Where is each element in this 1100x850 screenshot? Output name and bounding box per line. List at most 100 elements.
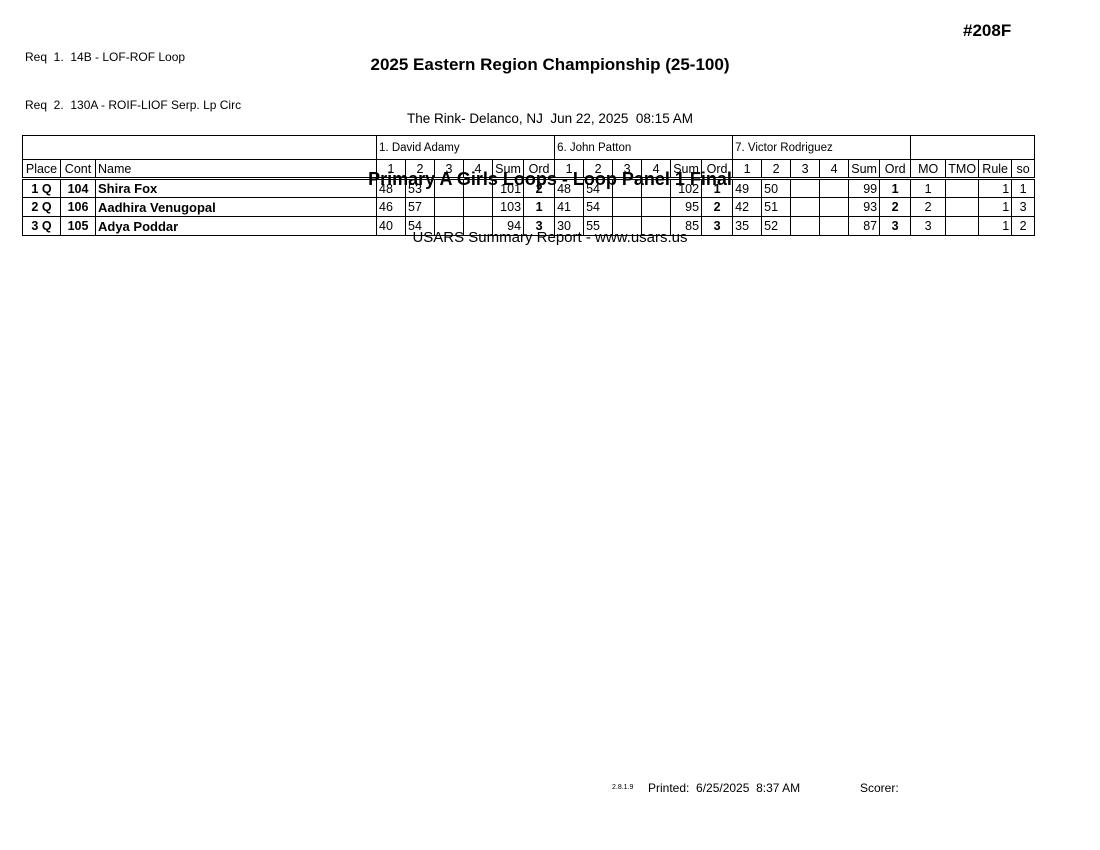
j3-score-cell xyxy=(790,197,821,217)
col-header-j2-s4: 4 xyxy=(641,159,672,180)
rule-cell: 1 xyxy=(978,216,1013,236)
j2-score-cell: 30 xyxy=(554,216,585,236)
col-header-so: so xyxy=(1011,159,1036,180)
j1-score-cell xyxy=(434,178,465,198)
j1-score-cell: 46 xyxy=(376,197,407,217)
j2-ord-cell: 3 xyxy=(701,216,734,236)
col-header-j1-s3: 3 xyxy=(434,159,465,180)
cont-cell: 104 xyxy=(60,178,96,198)
column-header-row: Place Cont Name 1 2 3 4 Sum Ord 1 2 3 4 … xyxy=(22,159,1036,180)
j2-score-cell: 41 xyxy=(554,197,585,217)
tmo-cell xyxy=(945,178,980,198)
judges-row-right-spacer xyxy=(910,135,1036,160)
j2-score-cell xyxy=(612,178,643,198)
judge-2-name: 6. John Patton xyxy=(554,135,734,160)
j3-sum-cell: 99 xyxy=(848,178,881,198)
j3-sum-cell: 93 xyxy=(848,197,881,217)
championship-title: 2025 Eastern Region Championship (25-100… xyxy=(370,55,730,74)
judge-3-name: 7. Victor Rodriguez xyxy=(732,135,912,160)
so-cell: 3 xyxy=(1011,197,1036,217)
j3-ord-cell: 1 xyxy=(879,178,912,198)
j1-score-cell xyxy=(434,197,465,217)
j1-score-cell xyxy=(434,216,465,236)
j2-score-cell xyxy=(612,197,643,217)
col-header-j3-sum: Sum xyxy=(848,159,881,180)
col-header-j3-ord: Ord xyxy=(879,159,912,180)
result-row-1: 1 Q 104 Shira Fox 48 53 101 2 48 54 102 … xyxy=(22,178,1036,198)
col-header-tmo: TMO xyxy=(945,159,980,180)
j2-ord-cell: 1 xyxy=(701,178,734,198)
j2-score-cell: 55 xyxy=(583,216,614,236)
col-header-mo: MO xyxy=(910,159,947,180)
j3-score-cell xyxy=(790,178,821,198)
results-table-wrap: 1. David Adamy 6. John Patton 7. Victor … xyxy=(21,135,1036,236)
j1-score-cell: 54 xyxy=(405,216,436,236)
j1-score-cell: 53 xyxy=(405,178,436,198)
tmo-cell xyxy=(945,216,980,236)
j3-score-cell xyxy=(819,216,850,236)
j1-ord-cell: 3 xyxy=(523,216,556,236)
j1-ord-cell: 1 xyxy=(523,197,556,217)
j1-score-cell: 40 xyxy=(376,216,407,236)
col-header-j1-s4: 4 xyxy=(463,159,494,180)
j2-score-cell: 48 xyxy=(554,178,585,198)
j2-score-cell: 54 xyxy=(583,197,614,217)
j3-score-cell xyxy=(819,197,850,217)
cont-cell: 106 xyxy=(60,197,96,217)
col-header-cont: Cont xyxy=(60,159,96,180)
judge-1-name: 1. David Adamy xyxy=(376,135,556,160)
col-header-j1-sum: Sum xyxy=(492,159,525,180)
rule-cell: 1 xyxy=(978,197,1013,217)
j3-score-cell: 42 xyxy=(732,197,763,217)
result-row-2: 2 Q 106 Aadhira Venugopal 46 57 103 1 41… xyxy=(22,197,1036,217)
j3-ord-cell: 3 xyxy=(879,216,912,236)
col-header-j3-s1: 1 xyxy=(732,159,763,180)
j2-sum-cell: 95 xyxy=(670,197,703,217)
judges-row: 1. David Adamy 6. John Patton 7. Victor … xyxy=(21,135,1036,160)
j3-score-cell: 49 xyxy=(732,178,763,198)
software-version: 2.8.1.9 xyxy=(612,784,634,791)
j3-score-cell xyxy=(790,216,821,236)
col-header-j3-s3: 3 xyxy=(790,159,821,180)
col-header-j2-s1: 1 xyxy=(554,159,585,180)
j2-score-cell: 54 xyxy=(583,178,614,198)
skater-name-cell: Adya Poddar xyxy=(94,216,378,236)
place-cell: 1 Q xyxy=(22,178,61,198)
requirements-block: Req 1. 14B - LOF-ROF Loop Req 2. 130A - … xyxy=(25,17,241,145)
skater-name-cell: Aadhira Venugopal xyxy=(94,197,378,217)
place-cell: 2 Q xyxy=(22,197,61,217)
j2-score-cell xyxy=(612,216,643,236)
cont-cell: 105 xyxy=(60,216,96,236)
j2-score-cell xyxy=(641,178,672,198)
j1-score-cell xyxy=(463,178,494,198)
j3-score-cell xyxy=(819,178,850,198)
mo-cell: 2 xyxy=(910,197,947,217)
req-line-1: Req 1. 14B - LOF-ROF Loop xyxy=(25,50,186,64)
j3-score-cell: 52 xyxy=(761,216,792,236)
j1-sum-cell: 101 xyxy=(492,178,525,198)
j1-ord-cell: 2 xyxy=(523,178,556,198)
col-header-j2-sum: Sum xyxy=(670,159,703,180)
j3-score-cell: 35 xyxy=(732,216,763,236)
col-header-j2-s3: 3 xyxy=(612,159,643,180)
skater-name-cell: Shira Fox xyxy=(94,178,378,198)
j1-score-cell: 57 xyxy=(405,197,436,217)
col-header-name: Name xyxy=(94,159,378,180)
scorer-label: Scorer: xyxy=(860,781,899,795)
judges-row-left-spacer xyxy=(21,135,378,160)
mo-cell: 3 xyxy=(910,216,947,236)
j2-score-cell xyxy=(641,197,672,217)
col-header-j2-s2: 2 xyxy=(583,159,614,180)
j3-ord-cell: 2 xyxy=(879,197,912,217)
col-header-place: Place xyxy=(22,159,61,180)
result-row-3: 3 Q 105 Adya Poddar 40 54 94 3 30 55 85 … xyxy=(22,216,1036,236)
rule-cell: 1 xyxy=(978,178,1013,198)
j1-sum-cell: 94 xyxy=(492,216,525,236)
results-table: 1. David Adamy 6. John Patton 7. Victor … xyxy=(21,135,1036,236)
mo-cell: 1 xyxy=(910,178,947,198)
j3-score-cell: 50 xyxy=(761,178,792,198)
j2-sum-cell: 102 xyxy=(670,178,703,198)
so-cell: 1 xyxy=(1011,178,1036,198)
col-header-j1-s2: 2 xyxy=(405,159,436,180)
j3-sum-cell: 87 xyxy=(848,216,881,236)
